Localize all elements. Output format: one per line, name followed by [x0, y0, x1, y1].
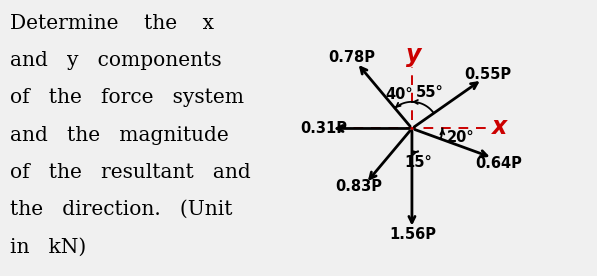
- Text: of   the   resultant   and: of the resultant and: [10, 163, 251, 182]
- Text: y: y: [406, 43, 421, 67]
- Text: 15°: 15°: [404, 155, 432, 170]
- Text: 0.31P: 0.31P: [300, 121, 347, 136]
- Text: in   kN): in kN): [10, 237, 86, 256]
- Text: the   direction.   (Unit: the direction. (Unit: [10, 200, 232, 219]
- Text: of   the   force   system: of the force system: [10, 88, 244, 107]
- Text: 20°: 20°: [447, 129, 475, 145]
- Text: 1.56P: 1.56P: [389, 227, 436, 242]
- Text: 0.55P: 0.55P: [464, 67, 512, 82]
- Text: 55°: 55°: [416, 85, 444, 100]
- Text: x: x: [492, 115, 507, 139]
- Text: and   y   components: and y components: [10, 51, 221, 70]
- Text: Determine    the    x: Determine the x: [10, 14, 214, 33]
- Text: 40°: 40°: [386, 87, 413, 102]
- Text: 0.78P: 0.78P: [328, 50, 375, 65]
- Text: 0.64P: 0.64P: [475, 155, 522, 171]
- Text: and   the   magnitude: and the magnitude: [10, 126, 229, 145]
- Text: 0.83P: 0.83P: [336, 179, 383, 195]
